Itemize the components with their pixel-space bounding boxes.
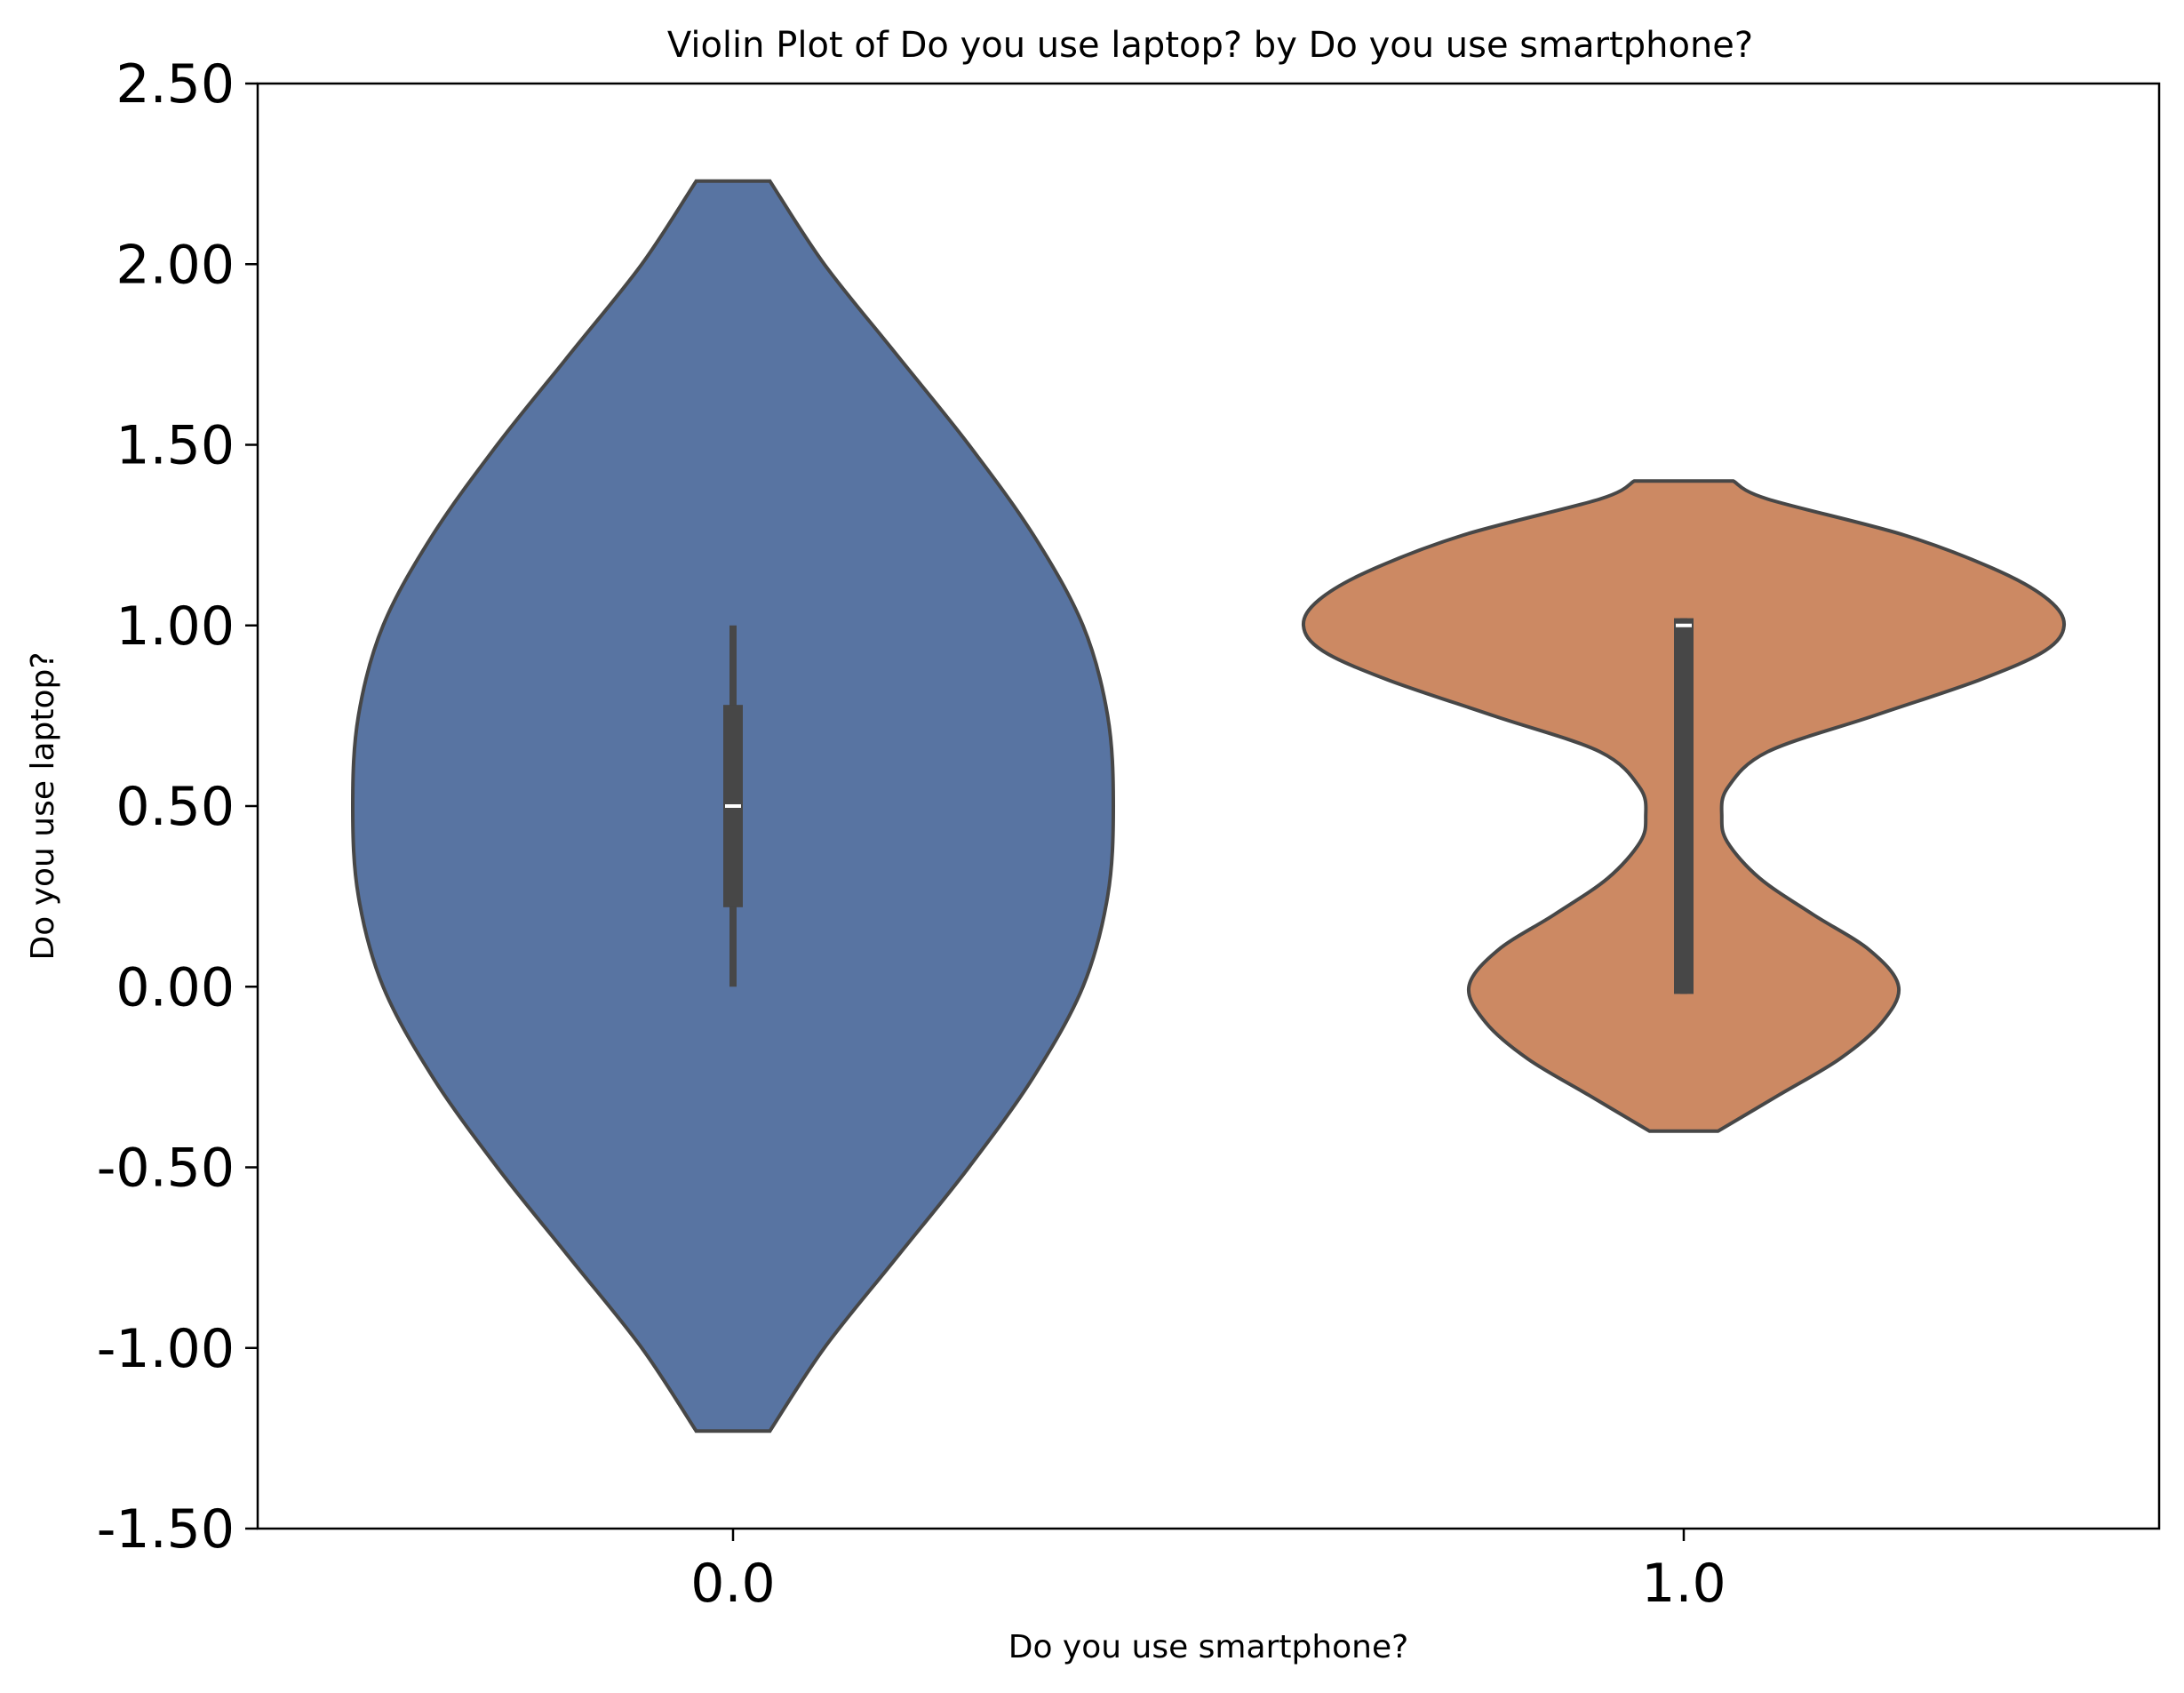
y-tick-label: 0.00 (116, 956, 235, 1018)
chart-title: Violin Plot of Do you use laptop? by Do … (667, 25, 1753, 66)
violin-iqr-box (1674, 618, 1694, 994)
y-tick-label: 2.50 (116, 53, 235, 116)
y-tick-label: -1.50 (97, 1498, 235, 1561)
y-tick-label: -1.00 (97, 1318, 235, 1380)
x-axis-label: Do you use smartphone? (1008, 1629, 1409, 1665)
x-tick-label: 1.0 (1641, 1553, 1726, 1615)
violin-0.0 (350, 179, 1116, 1433)
y-tick-label: -0.50 (97, 1138, 235, 1200)
y-tick-label: 2.00 (116, 234, 235, 296)
x-axis: 0.0 1.0 (690, 1529, 1726, 1615)
violin-1.0 (1301, 479, 2067, 1133)
y-tick-label: 0.50 (116, 776, 235, 838)
y-axis-label: Do you use laptop? (25, 652, 61, 961)
violins-layer (350, 179, 2067, 1433)
x-tick-label: 0.0 (690, 1553, 775, 1615)
y-tick-label: 1.00 (116, 595, 235, 658)
y-tick-label: 1.50 (116, 415, 235, 477)
y-axis: -1.50 -1.00 -0.50 0.00 0.50 1.00 1.50 2.00 2.50 (97, 53, 258, 1561)
